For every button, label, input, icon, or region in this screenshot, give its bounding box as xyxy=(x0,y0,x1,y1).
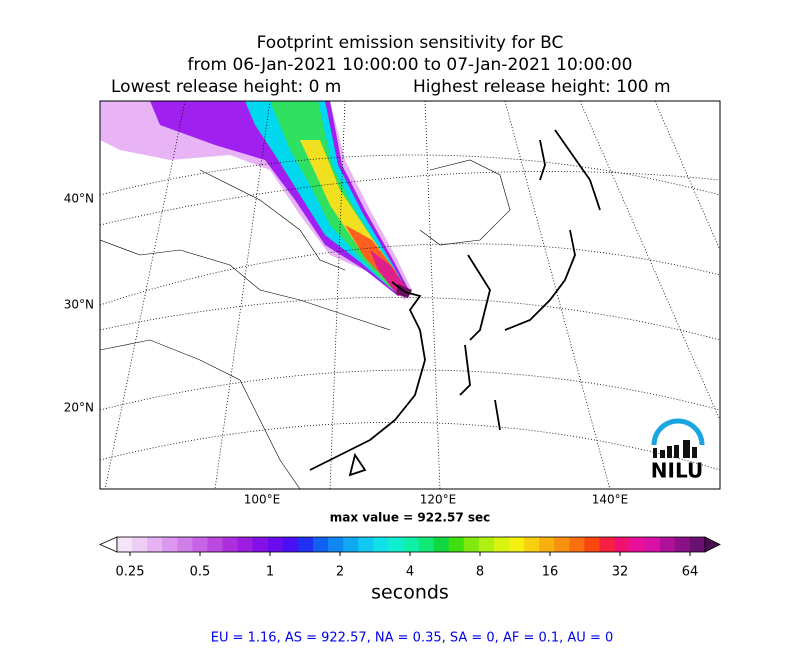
colorbar-tick-label: 2 xyxy=(336,565,344,580)
colorbar-swatch xyxy=(297,537,314,552)
colorbar-swatch xyxy=(599,537,616,552)
colorbar-swatch xyxy=(554,537,570,552)
colorbar-swatch xyxy=(147,537,163,552)
colorbar-swatch xyxy=(237,537,254,552)
colorbar-tick-label: 64 xyxy=(682,565,699,580)
colorbar-tick-label: 8 xyxy=(476,565,484,580)
colorbar-tick-label: 0.5 xyxy=(190,565,211,580)
colorbar-swatch xyxy=(343,537,359,552)
colorbar-swatch xyxy=(644,537,661,552)
map: NILU xyxy=(100,101,720,489)
colorbar-swatch xyxy=(539,537,555,552)
colorbar-swatch xyxy=(463,537,480,552)
colorbar-swatch xyxy=(222,537,239,552)
colorbar-swatch xyxy=(629,537,646,552)
lon-label: 100°E xyxy=(244,493,281,507)
colorbar-swatch xyxy=(403,537,420,552)
colorbar: 0.25 0.5 1 2 4 8 16 32 64 xyxy=(99,536,721,580)
release-high: Highest release height: 100 m xyxy=(413,77,671,97)
colorbar-swatch xyxy=(524,537,540,552)
colorbar-arrow xyxy=(99,536,118,553)
lon-label: 140°E xyxy=(592,493,629,507)
colorbar-swatch xyxy=(509,537,525,552)
colorbar-swatch xyxy=(418,537,435,552)
colorbar-swatch xyxy=(358,537,374,552)
colorbar-tick-label: 1 xyxy=(266,565,274,580)
title: Footprint emission sensitivity for BC xyxy=(257,33,564,53)
release-low: Lowest release height: 0 m xyxy=(111,77,341,97)
colorbar-frame xyxy=(116,536,706,553)
logo-text: NILU xyxy=(651,459,703,483)
lat-label: 40°N xyxy=(64,192,94,206)
colorbar-swatch xyxy=(117,537,133,552)
colorbar-tick-label: 4 xyxy=(406,565,414,580)
colorbar-arrow xyxy=(704,536,721,553)
lon-label: 120°E xyxy=(420,493,457,507)
colorbar-swatch xyxy=(584,537,600,552)
colorbar-swatch xyxy=(569,537,585,552)
colorbar-swatch xyxy=(689,537,706,552)
colorbar-swatch xyxy=(192,537,208,552)
colorbar-tick-label: 32 xyxy=(612,565,629,580)
colorbar-tick-label: 0.25 xyxy=(116,565,145,580)
colorbar-swatch xyxy=(267,537,284,552)
colorbar-swatch xyxy=(132,537,148,552)
colorbar-swatch xyxy=(493,537,510,552)
map-frame xyxy=(99,100,721,490)
colorbar-swatch xyxy=(373,537,389,552)
colorbar-swatch xyxy=(448,537,465,552)
colorbar-swatch xyxy=(433,537,450,552)
colorbar-swatch xyxy=(313,537,329,552)
colorbar-swatch xyxy=(252,537,269,552)
colorbar-swatch xyxy=(478,537,495,552)
colorbar-swatch xyxy=(659,537,676,552)
footer: EU = 1.16, AS = 922.57, NA = 0.35, SA = … xyxy=(211,631,614,646)
colorbar-label: seconds xyxy=(371,582,449,604)
colorbar-tick-label: 16 xyxy=(542,565,559,580)
subtitle: from 06-Jan-2021 10:00:00 to 07-Jan-2021… xyxy=(188,55,633,75)
colorbar-swatch xyxy=(207,537,224,552)
lat-label: 20°N xyxy=(64,401,94,415)
lat-label: 30°N xyxy=(64,298,94,312)
colorbar-swatch xyxy=(177,537,193,552)
colorbar-swatch xyxy=(674,537,691,552)
colorbar-swatch xyxy=(328,537,344,552)
colorbar-swatch xyxy=(614,537,631,552)
colorbar-swatch xyxy=(388,537,404,552)
colorbar-swatch xyxy=(282,537,299,552)
colorbar-swatch xyxy=(162,537,178,552)
max-value: max value = 922.57 sec xyxy=(330,511,491,525)
